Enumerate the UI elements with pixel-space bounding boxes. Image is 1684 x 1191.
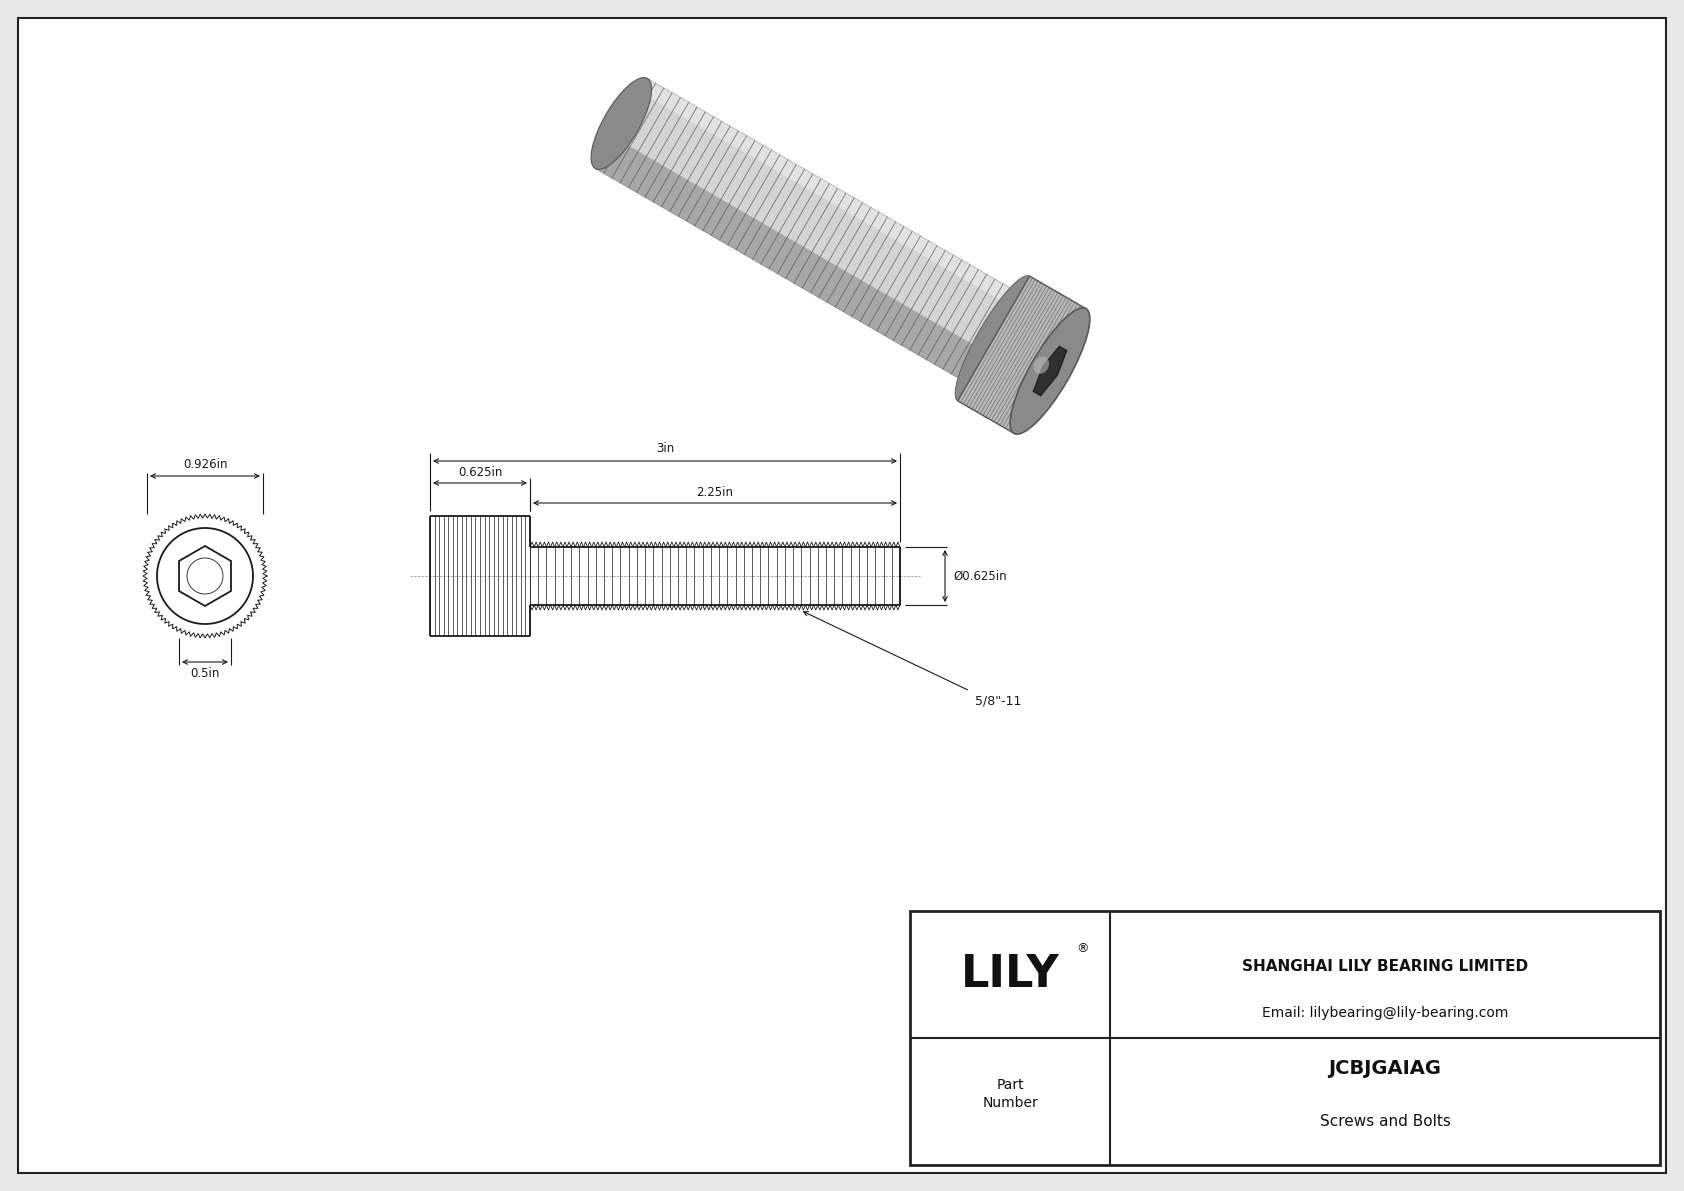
Text: 0.926in: 0.926in — [184, 459, 227, 470]
Text: LILY: LILY — [960, 953, 1059, 996]
Text: 0.625in: 0.625in — [458, 466, 502, 479]
Text: 5/8"-11: 5/8"-11 — [975, 696, 1022, 707]
Text: SHANGHAI LILY BEARING LIMITED: SHANGHAI LILY BEARING LIMITED — [1241, 960, 1527, 974]
Ellipse shape — [591, 77, 652, 169]
Polygon shape — [640, 79, 1021, 307]
Text: Screws and Bolts: Screws and Bolts — [1320, 1115, 1450, 1129]
Ellipse shape — [977, 291, 1068, 419]
Text: Part
Number: Part Number — [982, 1078, 1037, 1110]
Polygon shape — [1034, 347, 1066, 395]
Text: 2.25in: 2.25in — [697, 486, 734, 499]
Polygon shape — [596, 79, 1021, 384]
Text: 0.5in: 0.5in — [190, 667, 219, 680]
Ellipse shape — [1010, 307, 1090, 435]
Polygon shape — [596, 137, 985, 384]
Text: JCBJGAIAG: JCBJGAIAG — [1329, 1059, 1442, 1078]
Ellipse shape — [955, 275, 1032, 401]
Polygon shape — [958, 276, 1086, 434]
Text: Ø0.625in: Ø0.625in — [953, 569, 1007, 582]
Text: 3in: 3in — [655, 442, 674, 455]
Text: Email: lilybearing@lily-bearing.com: Email: lilybearing@lily-bearing.com — [1261, 1005, 1509, 1019]
Ellipse shape — [1034, 356, 1049, 374]
Bar — [909, 911, 1660, 1165]
Text: ®: ® — [1076, 942, 1088, 955]
